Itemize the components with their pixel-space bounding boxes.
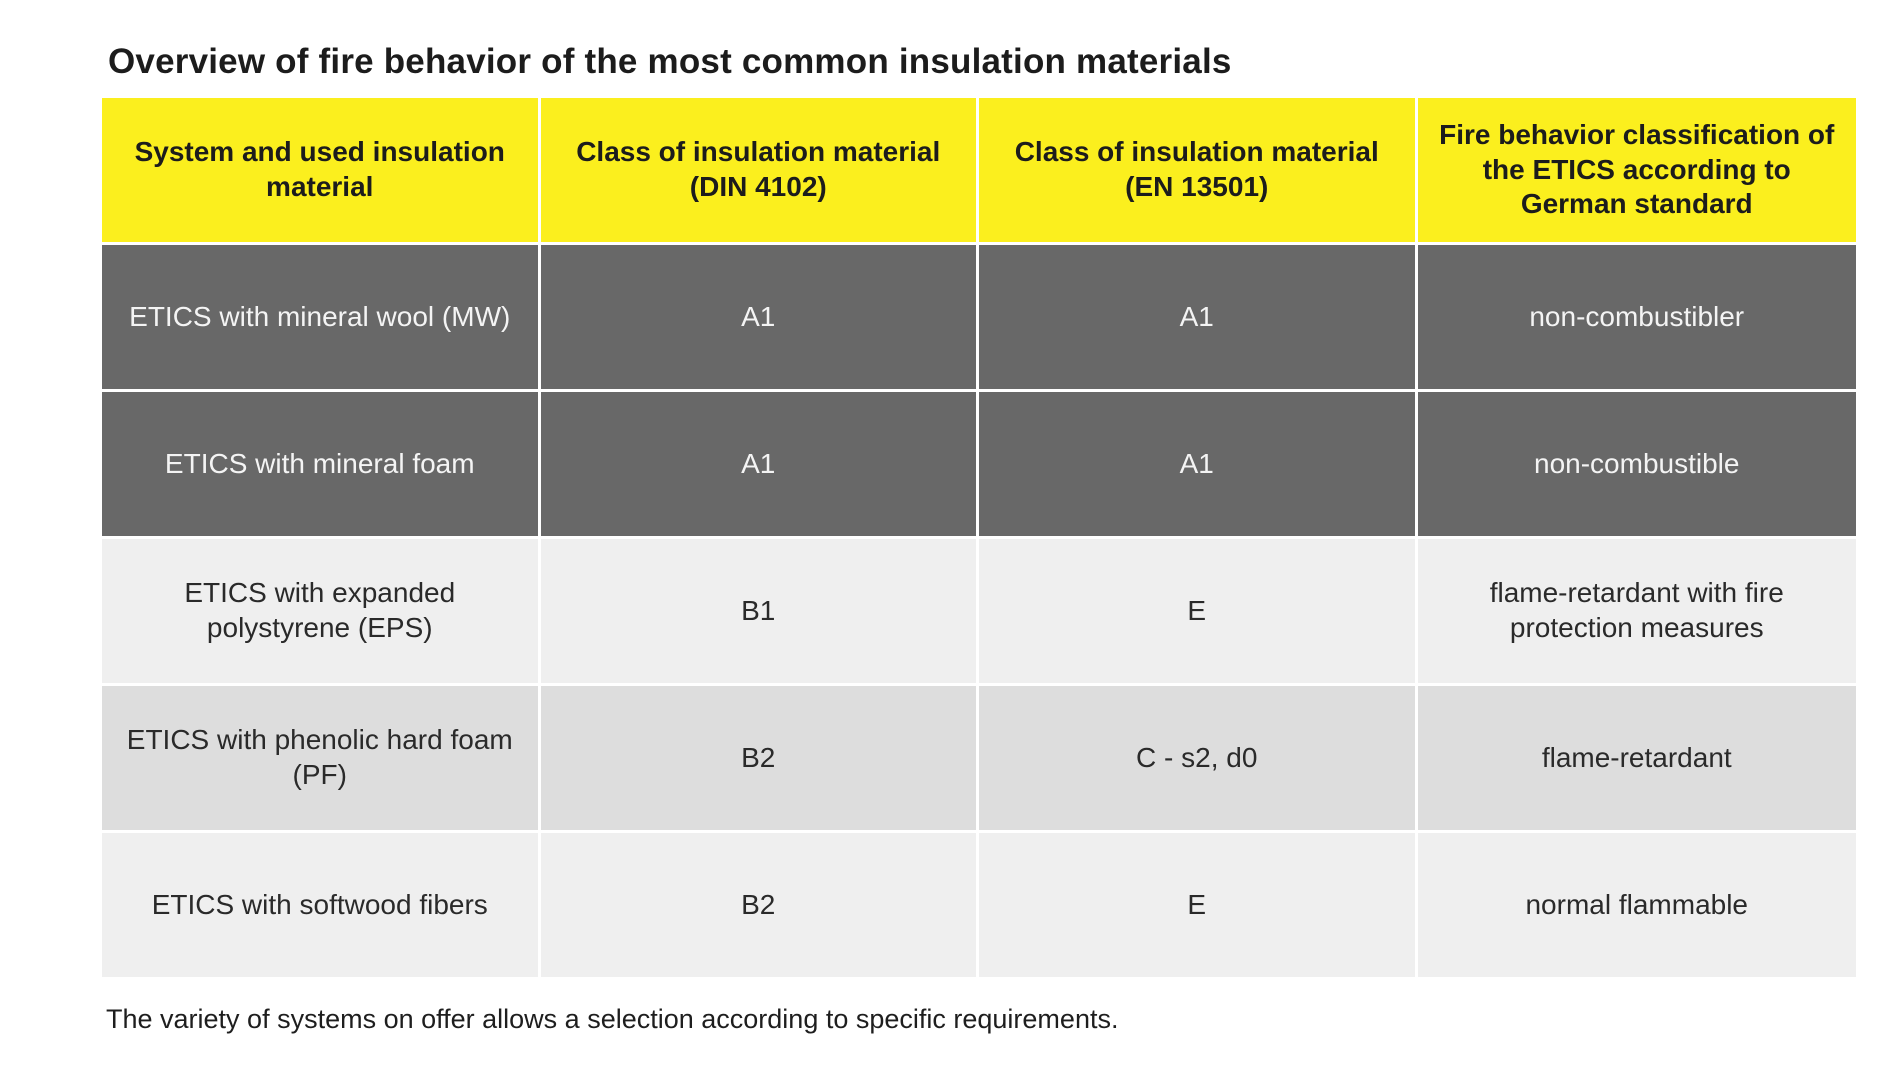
cell-class-din: B2 [540, 833, 979, 980]
cell-fire-classification: non-combustible [1417, 392, 1856, 539]
cell-fire-classification: non-combustibler [1417, 245, 1856, 392]
fire-behavior-table: System and used insulation material Clas… [102, 98, 1856, 980]
cell-class-din: B2 [540, 686, 979, 833]
cell-system: ETICS with expanded polystyrene (EPS) [102, 539, 541, 686]
table-row: ETICS with mineral wool (MW) A1 A1 non-c… [102, 245, 1856, 392]
header-class-en: Class of insulation material (EN 13501) [979, 98, 1418, 245]
table-row: ETICS with mineral foam A1 A1 non-combus… [102, 392, 1856, 539]
cell-class-din: A1 [540, 392, 979, 539]
cell-system: ETICS with phenolic hard foam (PF) [102, 686, 541, 833]
cell-fire-classification: flame-retardant with fire protection mea… [1417, 539, 1856, 686]
table-row: ETICS with expanded polystyrene (EPS) B1… [102, 539, 1856, 686]
cell-fire-classification: normal flammable [1417, 833, 1856, 980]
footnote: The variety of systems on offer allows a… [106, 1004, 1119, 1034]
cell-class-en: A1 [979, 392, 1418, 539]
cell-class-en: C - s2, d0 [979, 686, 1418, 833]
cell-fire-classification: flame-retardant [1417, 686, 1856, 833]
header-system: System and used insulation material [102, 98, 541, 245]
cell-class-din: A1 [540, 245, 979, 392]
header-fire-classification: Fire behavior classification of the ETIC… [1417, 98, 1856, 245]
cell-system: ETICS with mineral wool (MW) [102, 245, 541, 392]
cell-system: ETICS with mineral foam [102, 392, 541, 539]
cell-system: ETICS with softwood fibers [102, 833, 541, 980]
page-title: Overview of fire behavior of the most co… [108, 42, 1232, 81]
cell-class-en: A1 [979, 245, 1418, 392]
header-class-din: Class of insulation material (DIN 4102) [540, 98, 979, 245]
table-header-row: System and used insulation material Clas… [102, 98, 1856, 245]
cell-class-din: B1 [540, 539, 979, 686]
table-row: ETICS with phenolic hard foam (PF) B2 C … [102, 686, 1856, 833]
cell-class-en: E [979, 539, 1418, 686]
cell-class-en: E [979, 833, 1418, 980]
table-row: ETICS with softwood fibers B2 E normal f… [102, 833, 1856, 980]
